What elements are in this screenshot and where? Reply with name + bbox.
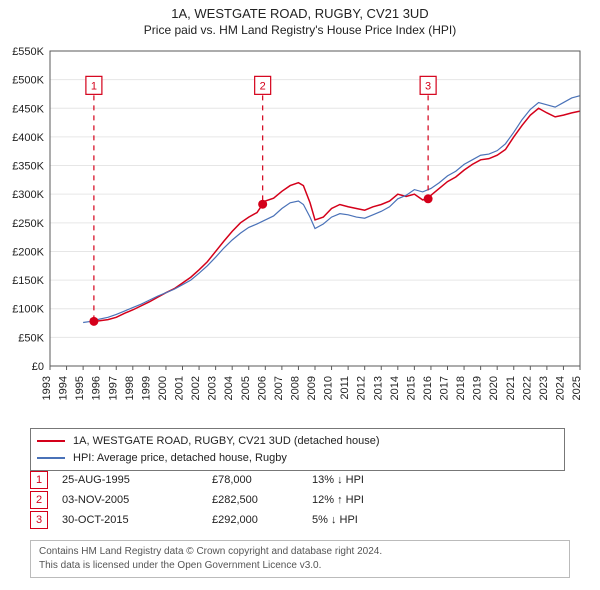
svg-text:£400K: £400K (12, 132, 44, 144)
sale-date: 03-NOV-2005 (62, 494, 212, 506)
legend-swatch (37, 457, 65, 459)
sale-price: £282,500 (212, 494, 312, 506)
svg-text:2018: 2018 (455, 376, 467, 400)
svg-text:1997: 1997 (107, 376, 119, 400)
svg-text:2021: 2021 (505, 376, 517, 400)
legend: 1A, WESTGATE ROAD, RUGBY, CV21 3UD (deta… (30, 428, 565, 471)
legend-item: HPI: Average price, detached house, Rugb… (37, 450, 558, 467)
svg-text:2008: 2008 (289, 376, 301, 400)
svg-text:£500K: £500K (12, 75, 44, 87)
svg-text:£50K: £50K (18, 332, 44, 344)
svg-text:£450K: £450K (12, 103, 44, 115)
svg-text:1994: 1994 (58, 376, 70, 400)
svg-text:2022: 2022 (521, 376, 533, 400)
svg-text:2: 2 (260, 80, 266, 92)
license-footer: Contains HM Land Registry data © Crown c… (30, 540, 570, 578)
svg-text:2014: 2014 (389, 376, 401, 400)
svg-text:2007: 2007 (273, 376, 285, 400)
footer-line: Contains HM Land Registry data © Crown c… (39, 545, 561, 559)
sale-date: 30-OCT-2015 (62, 514, 212, 526)
svg-text:1993: 1993 (41, 376, 53, 400)
legend-label: HPI: Average price, detached house, Rugb… (73, 450, 287, 467)
svg-text:2006: 2006 (256, 376, 268, 400)
svg-text:1996: 1996 (91, 376, 103, 400)
svg-text:£100K: £100K (12, 304, 44, 316)
svg-text:£0: £0 (32, 361, 44, 373)
svg-text:£150K: £150K (12, 275, 44, 287)
chart-subtitle: Price paid vs. HM Land Registry's House … (0, 23, 600, 37)
svg-text:£200K: £200K (12, 246, 44, 258)
svg-text:2019: 2019 (472, 376, 484, 400)
sale-price: £78,000 (212, 474, 312, 486)
svg-text:2010: 2010 (323, 376, 335, 400)
chart: £0£50K£100K£150K£200K£250K£300K£350K£400… (50, 46, 580, 416)
svg-text:2015: 2015 (405, 376, 417, 400)
legend-label: 1A, WESTGATE ROAD, RUGBY, CV21 3UD (deta… (73, 433, 380, 450)
legend-swatch (37, 440, 65, 442)
svg-text:2003: 2003 (207, 376, 219, 400)
sales-row: 3 30-OCT-2015£292,0005% ↓ HPI (30, 510, 412, 530)
sales-table: 1 25-AUG-1995£78,00013% ↓ HPI 2 03-NOV-2005… (30, 470, 412, 530)
svg-text:2023: 2023 (538, 376, 550, 400)
svg-text:3: 3 (425, 80, 431, 92)
chart-title: 1A, WESTGATE ROAD, RUGBY, CV21 3UD (0, 6, 600, 21)
sales-row: 1 25-AUG-1995£78,00013% ↓ HPI (30, 470, 412, 490)
svg-text:1998: 1998 (124, 376, 136, 400)
svg-text:2009: 2009 (306, 376, 318, 400)
svg-text:2004: 2004 (223, 376, 235, 400)
svg-text:2020: 2020 (488, 376, 500, 400)
svg-text:1: 1 (91, 80, 97, 92)
footer-line: This data is licensed under the Open Gov… (39, 559, 561, 573)
svg-text:£350K: £350K (12, 161, 44, 173)
svg-text:2002: 2002 (190, 376, 202, 400)
sale-diff: 13% ↓ HPI (312, 474, 412, 486)
sale-index-box: 3 (30, 511, 48, 529)
svg-text:2024: 2024 (554, 376, 566, 400)
sale-index-box: 2 (30, 491, 48, 509)
svg-text:2017: 2017 (439, 376, 451, 400)
svg-text:£550K: £550K (12, 46, 44, 58)
sale-date: 25-AUG-1995 (62, 474, 212, 486)
svg-text:£250K: £250K (12, 218, 44, 230)
sale-diff: 12% ↑ HPI (312, 494, 412, 506)
svg-text:2000: 2000 (157, 376, 169, 400)
svg-text:£300K: £300K (12, 189, 44, 201)
svg-text:2016: 2016 (422, 376, 434, 400)
sale-index-box: 1 (30, 471, 48, 489)
svg-text:2013: 2013 (372, 376, 384, 400)
sales-row: 2 03-NOV-2005£282,50012% ↑ HPI (30, 490, 412, 510)
legend-item: 1A, WESTGATE ROAD, RUGBY, CV21 3UD (deta… (37, 433, 558, 450)
svg-text:2001: 2001 (174, 376, 186, 400)
sale-price: £292,000 (212, 514, 312, 526)
svg-text:2005: 2005 (240, 376, 252, 400)
svg-text:1995: 1995 (74, 376, 86, 400)
svg-text:2025: 2025 (571, 376, 583, 400)
svg-text:2012: 2012 (356, 376, 368, 400)
svg-text:1999: 1999 (140, 376, 152, 400)
sale-diff: 5% ↓ HPI (312, 514, 412, 526)
svg-text:2011: 2011 (339, 376, 351, 400)
